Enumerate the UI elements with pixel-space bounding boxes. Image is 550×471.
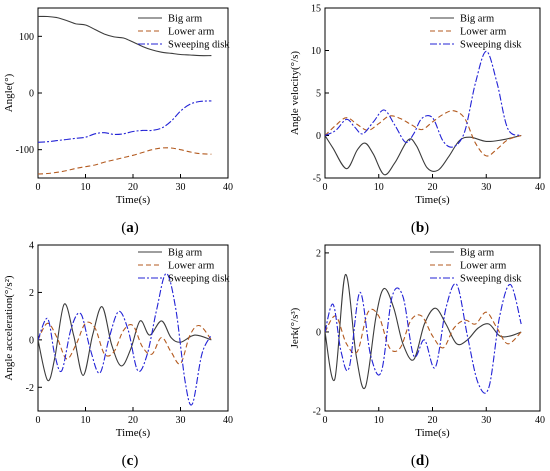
- x-tick-label: 0: [323, 415, 328, 426]
- x-tick-label: 20: [128, 182, 138, 193]
- series-line-lower-arm: [325, 308, 522, 355]
- legend-label: Lower arm: [168, 261, 214, 272]
- y-tick-label: -2: [26, 383, 34, 394]
- legend-label: Sweeping disk: [460, 274, 522, 285]
- x-axis-label: Time(s): [415, 427, 450, 439]
- series-line-big-arm: [325, 274, 522, 390]
- x-tick-label: 30: [481, 415, 491, 426]
- x-tick-label: 30: [176, 182, 186, 193]
- series-line-sweeping-disk: [325, 283, 522, 394]
- panel-label: (d): [411, 453, 429, 469]
- legend-label: Lower arm: [460, 261, 506, 272]
- legend-label: Big arm: [168, 248, 202, 259]
- series-line-lower-arm: [325, 110, 522, 157]
- y-axis-label: Jerk(°/s³): [289, 307, 301, 348]
- series-line-sweeping-disk: [325, 50, 522, 148]
- panel-label-part: c: [127, 453, 134, 469]
- legend-label: Sweeping disk: [460, 40, 522, 51]
- y-tick-label: 2: [316, 248, 321, 259]
- x-tick-label: 40: [535, 182, 545, 193]
- panel-label: (b): [411, 220, 429, 236]
- panel-label-part: a: [126, 220, 134, 236]
- x-tick-label: 20: [128, 415, 138, 426]
- x-tick-label: 30: [481, 182, 491, 193]
- y-tick-label: 0: [316, 131, 321, 142]
- legend-label: Big arm: [460, 248, 494, 259]
- x-tick-label: 40: [223, 182, 233, 193]
- x-tick-label: 40: [223, 415, 233, 426]
- x-tick-label: 0: [323, 182, 328, 193]
- x-tick-label: 20: [428, 415, 438, 426]
- y-axis-label: Angle velocity(°/s): [289, 51, 301, 135]
- chart-panel-1: 0 10 20 30 40 -100 0 100 Time(s) Angle(°) Big arm L…: [3, 7, 233, 236]
- plot-frame: [324, 7, 541, 179]
- panel-label-part: d: [416, 453, 425, 469]
- legend: Big arm Lower arm Sweeping disk: [430, 248, 522, 285]
- series-line-big-arm: [38, 303, 212, 382]
- panel-label-part: (: [122, 453, 127, 469]
- y-tick-label: -100: [16, 145, 34, 156]
- x-tick-label: 40: [535, 415, 545, 426]
- y-tick-label: 15: [311, 4, 321, 15]
- y-tick-label: 10: [311, 46, 321, 57]
- x-axis-label: Time(s): [116, 427, 151, 439]
- y-tick-label: -2: [313, 407, 321, 418]
- panel-label-part: (: [411, 220, 416, 236]
- x-tick-label: 20: [428, 182, 438, 193]
- x-tick-label: 10: [374, 415, 384, 426]
- legend: Big arm Lower arm Sweeping disk: [430, 14, 522, 51]
- y-tick-label: 0: [316, 327, 321, 338]
- x-tick-label: 10: [81, 182, 91, 193]
- panel-label-part: ): [133, 453, 138, 469]
- panel-label-part: (: [121, 220, 126, 236]
- chart-panel-3: 0 10 20 30 40 -2 0 2 4 Time(s) Angle acceleration(…: [3, 241, 233, 470]
- x-tick-label: 30: [176, 415, 186, 426]
- y-tick-label: 5: [316, 89, 321, 100]
- legend: Big arm Lower arm Sweeping disk: [138, 248, 230, 285]
- series-line-sweeping-disk: [38, 100, 212, 143]
- x-tick-label: 0: [36, 415, 41, 426]
- panel-label: (c): [122, 453, 139, 469]
- legend-label: Big arm: [168, 14, 202, 25]
- y-tick-label: 100: [19, 32, 34, 43]
- legend-label: Sweeping disk: [168, 274, 230, 285]
- legend: Big arm Lower arm Sweeping disk: [138, 14, 230, 51]
- panel-label-part: ): [424, 453, 429, 469]
- x-tick-label: 10: [81, 415, 91, 426]
- y-tick-label: 0: [29, 335, 34, 346]
- plot-frame: [324, 244, 541, 412]
- y-axis-label: Angle acceleration(°/s²): [3, 275, 15, 380]
- y-tick-label: 0: [29, 89, 34, 100]
- panel-label-part: ): [424, 220, 429, 236]
- legend-label: Sweeping disk: [168, 40, 230, 51]
- y-tick-label: 4: [29, 241, 34, 252]
- x-axis-label: Time(s): [116, 194, 151, 206]
- series-line-lower-arm: [38, 321, 212, 365]
- y-tick-label: -5: [313, 174, 321, 185]
- series-line-sweeping-disk: [38, 272, 212, 406]
- x-tick-label: 10: [374, 182, 384, 193]
- panel-label-part: b: [416, 220, 424, 236]
- legend-label: Lower arm: [168, 27, 214, 38]
- panel-label-part: ): [134, 220, 139, 236]
- x-axis-label: Time(s): [415, 194, 450, 206]
- series-line-big-arm: [38, 15, 212, 57]
- legend-label: Big arm: [460, 14, 494, 25]
- panel-label-part: (: [411, 453, 416, 469]
- y-axis-label: Angle(°): [3, 73, 15, 112]
- legend-label: Lower arm: [460, 27, 506, 38]
- panel-label: (a): [121, 220, 139, 236]
- series-line-big-arm: [325, 134, 522, 176]
- series-line-lower-arm: [38, 147, 212, 175]
- x-tick-label: 0: [36, 182, 41, 193]
- y-tick-label: 2: [29, 288, 34, 299]
